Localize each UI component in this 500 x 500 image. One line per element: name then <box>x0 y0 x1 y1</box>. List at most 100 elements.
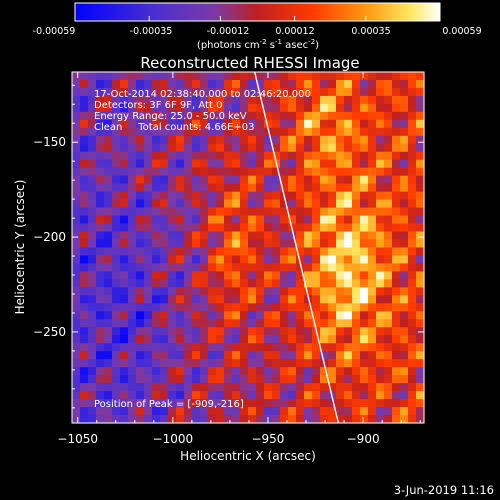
heatmap-cell <box>120 191 129 201</box>
heatmap-cell <box>392 327 401 336</box>
heatmap-cell <box>88 191 97 201</box>
heatmap-cell <box>112 287 121 296</box>
heatmap-cell <box>208 295 217 304</box>
heatmap-cell <box>288 151 297 161</box>
heatmap-cell <box>320 399 329 408</box>
heatmap-cell <box>192 327 201 336</box>
heatmap-cell <box>144 119 153 129</box>
heatmap-cell <box>336 247 345 257</box>
heatmap-cell <box>232 391 241 400</box>
heatmap-cell <box>80 191 89 201</box>
heatmap-cell <box>160 183 169 193</box>
heatmap-cell <box>280 239 289 249</box>
heatmap-cell <box>272 255 281 265</box>
heatmap-cell <box>328 327 337 336</box>
heatmap-cell <box>360 319 369 328</box>
heatmap-cell <box>368 319 377 328</box>
heatmap-cell <box>240 415 249 424</box>
heatmap-cell <box>272 319 281 328</box>
heatmap-cell <box>72 207 81 217</box>
heatmap-cell <box>256 87 265 97</box>
heatmap-cell <box>272 367 281 376</box>
heatmap-cell <box>160 167 169 177</box>
y-tick-label: −250 <box>33 325 66 339</box>
heatmap-cell <box>192 359 201 368</box>
heatmap-cell <box>296 183 305 193</box>
heatmap-cell <box>312 239 321 249</box>
heatmap-cell <box>328 255 337 265</box>
heatmap-cell <box>120 231 129 241</box>
heatmap-cell <box>352 151 361 161</box>
heatmap-cell <box>384 311 393 320</box>
heatmap-cell <box>208 191 217 201</box>
heatmap-cell <box>112 143 121 153</box>
heatmap-cell <box>272 391 281 400</box>
heatmap-cell <box>224 415 233 424</box>
heatmap-cell <box>192 207 201 217</box>
heatmap-cell <box>96 335 105 344</box>
heatmap-cell <box>360 175 369 185</box>
heatmap-cell <box>176 359 185 368</box>
heatmap-cell <box>392 127 401 137</box>
heatmap-cell <box>136 279 145 288</box>
heatmap-cell <box>360 375 369 384</box>
heatmap-cell <box>184 143 193 153</box>
heatmap-cell <box>344 351 353 360</box>
heatmap-cell <box>312 167 321 177</box>
heatmap-cell <box>288 215 297 225</box>
heatmap-cell <box>192 95 201 105</box>
heatmap-cell <box>312 319 321 328</box>
heatmap-cell <box>296 87 305 97</box>
heatmap-cell <box>376 319 385 328</box>
heatmap-cell <box>128 103 137 113</box>
heatmap-cell <box>408 343 417 352</box>
heatmap-cell <box>336 79 345 89</box>
heatmap-cell <box>200 159 209 169</box>
heatmap-cell <box>232 319 241 328</box>
heatmap-cell <box>352 159 361 169</box>
heatmap-cell <box>216 159 225 169</box>
heatmap-cell <box>144 247 153 257</box>
heatmap-cell <box>72 215 81 225</box>
heatmap-cell <box>280 287 289 296</box>
heatmap-cell <box>224 159 233 169</box>
heatmap-cell <box>248 95 257 105</box>
heatmap-cell <box>392 87 401 97</box>
heatmap-cell <box>312 263 321 273</box>
heatmap-cell <box>360 271 369 281</box>
heatmap-cell <box>144 111 153 121</box>
heatmap-cell <box>256 311 265 320</box>
heatmap-cell <box>240 255 249 265</box>
heatmap-cell <box>344 255 353 265</box>
heatmap-cell <box>264 135 273 145</box>
heatmap-cell <box>304 167 313 177</box>
heatmap-cell <box>192 151 201 161</box>
heatmap-cell <box>160 343 169 352</box>
heatmap-cell <box>296 215 305 225</box>
heatmap-cell <box>88 279 97 288</box>
heatmap-cell <box>136 231 145 241</box>
heatmap-cell <box>320 391 329 400</box>
heatmap-cell <box>368 151 377 161</box>
heatmap-cell <box>104 399 113 408</box>
heatmap-cell <box>152 167 161 177</box>
info-detectors: Detectors: 3F 6F 9F, Att 0 <box>94 100 222 111</box>
heatmap-cell <box>352 72 361 81</box>
heatmap-cell <box>144 223 153 233</box>
heatmap-cell <box>312 175 321 185</box>
heatmap-cell <box>200 167 209 177</box>
heatmap-cell <box>112 399 121 408</box>
heatmap-cell <box>288 399 297 408</box>
heatmap-cell <box>248 239 257 249</box>
heatmap-cell <box>176 335 185 344</box>
heatmap-cell <box>120 415 129 424</box>
heatmap-cell <box>80 103 89 113</box>
heatmap-cell <box>240 335 249 344</box>
heatmap-cell <box>288 287 297 296</box>
heatmap-cell <box>336 303 345 312</box>
heatmap-cell <box>160 247 169 257</box>
heatmap-cell <box>192 199 201 209</box>
heatmap-cell <box>112 183 121 193</box>
heatmap-cell <box>352 255 361 265</box>
heatmap-cell <box>376 79 385 89</box>
